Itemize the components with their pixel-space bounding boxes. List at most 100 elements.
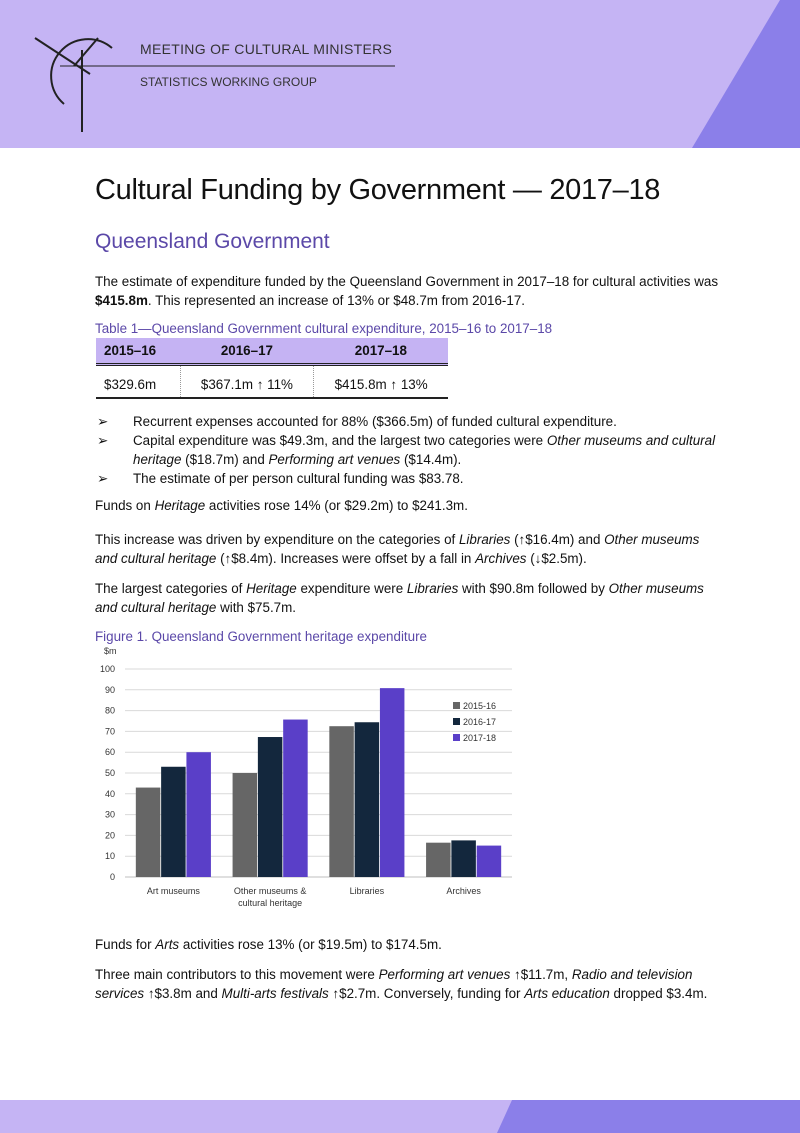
- footer-band: [0, 1100, 800, 1133]
- paragraph: The largest categories of Heritage expen…: [95, 579, 725, 617]
- italic-run: Heritage: [154, 498, 206, 513]
- italic-run: Arts education: [524, 986, 610, 1001]
- cell: $329.6m: [96, 364, 181, 399]
- bar: [354, 722, 380, 877]
- y-tick-label: 40: [105, 789, 115, 799]
- legend-swatch: [453, 702, 460, 709]
- bar: [232, 773, 258, 877]
- text-run: The estimate of expenditure funded by th…: [95, 274, 719, 289]
- bar: [379, 688, 405, 877]
- italic-run: Arts: [155, 937, 180, 952]
- text-run: The estimate of per person cultural fund…: [133, 471, 464, 486]
- y-tick-label: 50: [105, 768, 115, 778]
- header-bg: [0, 0, 800, 148]
- header-cell: 2017–18: [313, 338, 448, 366]
- header-cell: 2016–17: [180, 338, 314, 366]
- text-run: activities rose 13% (or $19.5m) to $174.…: [179, 937, 442, 952]
- y-tick-label: 0: [110, 872, 115, 882]
- bar: [161, 766, 186, 877]
- footer-accent: [497, 1100, 800, 1133]
- legend-label: 2016-17: [463, 717, 496, 727]
- x-tick-label: Archives: [446, 886, 481, 896]
- bar: [451, 840, 476, 877]
- bullet-list: Recurrent expenses accounted for 88% ($3…: [95, 412, 725, 488]
- bar: [283, 719, 308, 877]
- y-tick-label: 100: [100, 664, 115, 674]
- bullet: Capital expenditure was $49.3m, and the …: [95, 431, 725, 469]
- summary-table: 2015–16 2016–17 2017–18 $329.6m $367.1m …: [96, 338, 448, 399]
- text-run: . This represented an increase of 13% or…: [147, 293, 526, 308]
- paragraph: Funds on Heritage activities rose 14% (o…: [95, 496, 725, 515]
- org-name: MEETING OF CULTURAL MINISTERS: [140, 41, 392, 57]
- intro: The estimate of expenditure funded by th…: [95, 272, 725, 310]
- x-tick-label: Other museums & cultural heritage: [233, 886, 307, 908]
- text-run: ↑$11.7m,: [510, 967, 572, 982]
- header-accent: [692, 0, 800, 148]
- y-tick-label: 30: [105, 810, 115, 820]
- italic-run: Other museums and cultural heritage: [95, 532, 700, 566]
- chart-svg: $m 0 10 20 30 40 50 60 70 80 90 100 2015-16 2016-17 2…: [100, 646, 512, 882]
- bold-run: $415.8m: [95, 293, 148, 308]
- italic-run: Libraries: [458, 532, 511, 547]
- text-run: ↑$2.7m. Conversely, funding for: [328, 986, 525, 1001]
- y-tick-label: 10: [105, 851, 115, 861]
- text-run: Three main contributors to this movement…: [95, 967, 379, 982]
- figure-caption: Figure 1. Queensland Government heritage…: [95, 629, 427, 644]
- text-run: expenditure were: [296, 581, 407, 596]
- text-run: (↑$8.4m). Increases were offset by a fal…: [216, 551, 476, 566]
- text-run: ($14.4m).: [400, 452, 462, 467]
- y-tick-label: 80: [105, 706, 115, 716]
- header-graphic: MEETING OF CULTURAL MINISTERS STATISTICS…: [0, 0, 800, 148]
- text-run: with $90.8m followed by: [458, 581, 609, 596]
- italic-run: Performing art venues: [378, 967, 511, 982]
- text-run: Capital expenditure was $49.3m, and the …: [133, 433, 547, 448]
- text-run: ↑$3.8m and: [144, 986, 222, 1001]
- y-tick-label: 20: [105, 830, 115, 840]
- text-run: (↑$16.4m) and: [510, 532, 605, 547]
- section-title: Queensland Government: [95, 230, 330, 253]
- group-name: STATISTICS WORKING GROUP: [140, 75, 317, 89]
- table-header: 2015–16 2016–17 2017–18: [96, 338, 448, 366]
- table-caption: Table 1—Queensland Government cultural e…: [95, 321, 553, 336]
- paragraph: Funds for Arts activities rose 13% (or $…: [95, 935, 725, 954]
- text-run: activities rose 14% (or $29.2m) to $241.…: [205, 498, 468, 513]
- legend-label: 2017-18: [463, 733, 496, 743]
- y-axis-label: $m: [104, 646, 117, 656]
- legend-swatch: [453, 718, 460, 725]
- x-tick-label: Art museums: [146, 886, 200, 896]
- table-row: $329.6m $367.1m ↑ 11% $415.8m ↑ 13%: [96, 364, 448, 399]
- text-run: with $75.7m.: [216, 600, 296, 615]
- text-run: (↓$2.5m).: [526, 551, 587, 566]
- bar: [257, 737, 283, 877]
- bullet: The estimate of per person cultural fund…: [95, 469, 725, 488]
- italic-run: Performing art venues: [268, 452, 401, 467]
- legend-label: 2015-16: [463, 701, 496, 711]
- legend-swatch: [453, 734, 460, 741]
- italic-run: Heritage: [246, 581, 297, 596]
- italic-run: Libraries: [406, 581, 459, 596]
- text-run: This increase was driven by expenditure …: [95, 532, 459, 547]
- bar: [186, 752, 211, 877]
- page-title: Cultural Funding by Government — 2017–18: [95, 174, 661, 206]
- header-band: MEETING OF CULTURAL MINISTERS STATISTICS…: [0, 0, 800, 148]
- cell: $415.8m ↑ 13%: [313, 364, 448, 399]
- text-run: The largest categories of: [95, 581, 247, 596]
- x-tick-label: Libraries: [349, 886, 385, 896]
- text-run: Funds on: [95, 498, 155, 513]
- logo: [34, 37, 395, 132]
- y-tick-label: 60: [105, 747, 115, 757]
- paragraph: Three main contributors to this movement…: [95, 965, 725, 1003]
- text-run: Recurrent expenses accounted for 88% ($3…: [133, 414, 617, 429]
- header-cell: 2015–16: [96, 338, 181, 366]
- bar: [135, 787, 161, 877]
- y-tick-label: 70: [105, 726, 115, 736]
- italic-run: Multi-arts festivals: [221, 986, 329, 1001]
- text-run: ($18.7m) and: [181, 452, 269, 467]
- chart: $m 0 10 20 30 40 50 60 70 80 90 100 2015-16 2016-17 2…: [90, 645, 530, 915]
- italic-run: Archives: [475, 551, 527, 566]
- y-tick-label: 90: [105, 685, 115, 695]
- cell: $367.1m ↑ 11%: [179, 364, 314, 399]
- bar: [476, 845, 502, 877]
- italic-run: Radio and television services: [95, 967, 693, 1001]
